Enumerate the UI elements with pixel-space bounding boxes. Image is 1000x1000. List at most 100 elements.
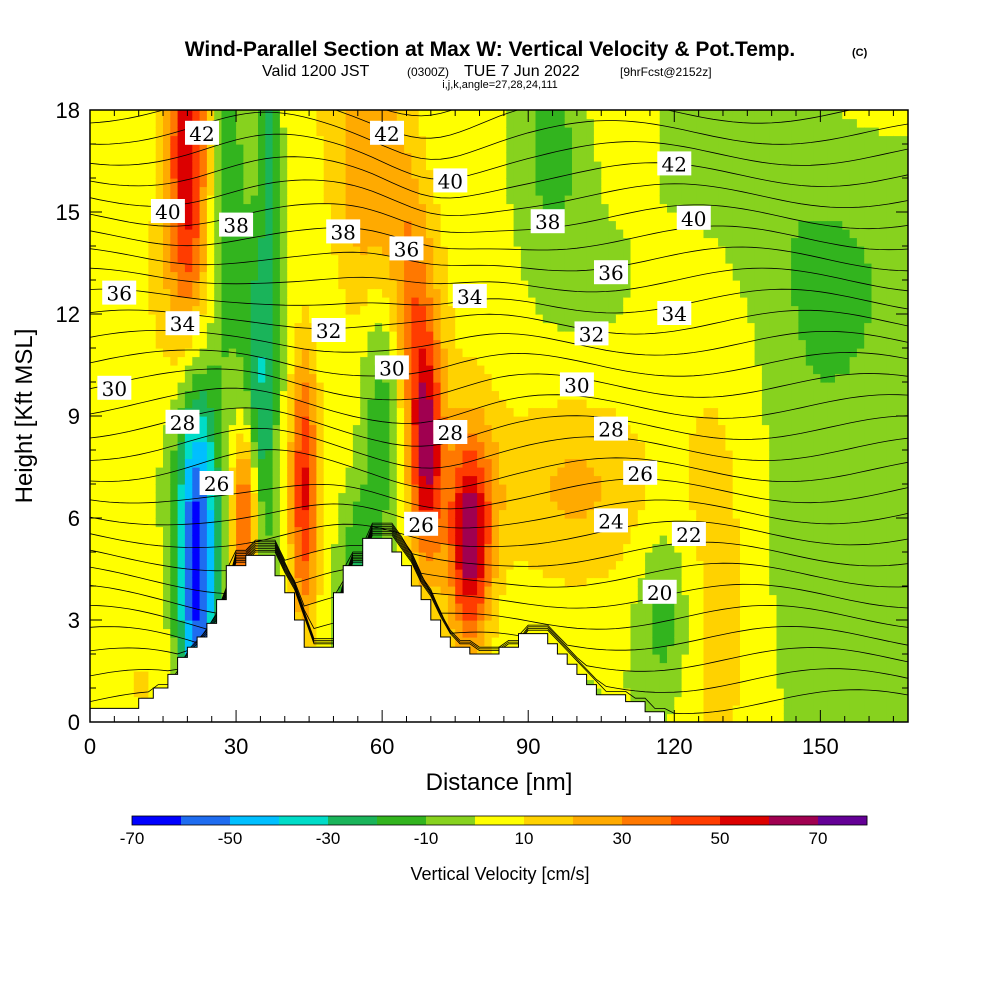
w-field-cell: [104, 407, 113, 417]
w-field-cell: [586, 586, 595, 596]
w-field-cell: [192, 152, 201, 162]
w-field-cell: [396, 467, 405, 477]
w-field-cell: [141, 586, 149, 596]
w-field-cell: [455, 246, 464, 256]
w-field-cell: [557, 348, 566, 358]
w-field-cell: [447, 297, 456, 307]
w-field-cell: [469, 407, 478, 417]
w-field-cell: [586, 475, 595, 485]
w-field-cell: [294, 118, 303, 128]
w-field-cell: [133, 552, 142, 562]
w-field-cell: [433, 118, 442, 128]
w-field-cell: [90, 220, 98, 230]
w-field-cell: [491, 577, 500, 587]
w-field-cell: [192, 603, 201, 613]
w-field-cell: [111, 492, 120, 502]
w-field-cell: [499, 611, 507, 621]
w-field-cell: [345, 305, 354, 315]
w-field-cell: [141, 535, 149, 545]
w-field-cell: [484, 263, 493, 273]
w-field-cell: [309, 339, 317, 349]
w-field-cell: [433, 254, 442, 264]
w-field-cell: [163, 501, 171, 511]
w-field-cell: [170, 518, 179, 528]
w-field-cell: [104, 152, 113, 162]
w-field-cell: [426, 237, 434, 247]
w-field-cell: [323, 152, 332, 162]
w-field-cell: [309, 586, 317, 596]
w-field-cell: [477, 560, 485, 570]
w-field-cell: [104, 611, 113, 621]
w-field-cell: [250, 475, 259, 485]
w-field-cell: [148, 331, 157, 341]
w-field-cell: [520, 178, 529, 188]
w-field-cell: [360, 484, 369, 494]
w-field-cell: [477, 271, 485, 281]
w-field-cell: [214, 526, 223, 536]
w-field-cell: [550, 569, 558, 579]
w-field-cell: [528, 373, 537, 383]
w-field-cell: [572, 280, 580, 290]
w-field-cell: [111, 263, 120, 273]
w-field-cell: [272, 560, 281, 570]
w-field-cell: [163, 161, 171, 171]
w-field-cell: [477, 178, 485, 188]
w-field-cell: [564, 569, 573, 579]
w-field-cell: [265, 212, 274, 222]
w-field-cell: [301, 620, 310, 630]
w-field-cell: [506, 552, 515, 562]
w-field-cell: [199, 560, 208, 570]
w-field-cell: [542, 492, 551, 502]
w-field-cell: [579, 203, 588, 213]
w-field-cell: [447, 229, 456, 239]
w-field-cell: [535, 475, 544, 485]
w-field-cell: [433, 288, 442, 298]
w-field-cell: [141, 127, 149, 137]
w-field-cell: [126, 220, 135, 230]
w-field-cell: [506, 212, 515, 222]
w-field-cell: [550, 535, 558, 545]
w-field-cell: [535, 594, 544, 604]
w-field-cell: [221, 577, 230, 587]
w-field-cell: [367, 509, 376, 519]
w-field-cell: [411, 390, 420, 400]
w-field-cell: [484, 169, 493, 179]
w-field-cell: [338, 263, 347, 273]
w-field-cell: [155, 280, 164, 290]
w-field-cell: [170, 110, 179, 120]
w-field-cell: [411, 263, 420, 273]
w-field-cell: [250, 237, 259, 247]
w-field-cell: [528, 399, 537, 409]
w-field-cell: [550, 237, 558, 247]
w-field-cell: [155, 246, 164, 256]
w-field-cell: [426, 280, 434, 290]
w-field-cell: [506, 484, 515, 494]
w-field-cell: [345, 458, 354, 468]
w-field-cell: [236, 441, 244, 451]
w-field-cell: [126, 586, 135, 596]
w-field-cell: [447, 254, 456, 264]
w-field-cell: [411, 135, 420, 145]
w-field-cell: [564, 509, 573, 519]
w-field-cell: [506, 331, 515, 341]
w-field-cell: [199, 569, 208, 579]
w-field-cell: [309, 492, 317, 502]
w-field-cell: [206, 416, 215, 426]
w-field-cell: [469, 586, 478, 596]
w-field-cell: [97, 424, 106, 434]
w-field-cell: [214, 297, 223, 307]
w-field-cell: [221, 416, 230, 426]
w-field-cell: [528, 195, 537, 205]
w-field-cell: [199, 535, 208, 545]
w-field-cell: [557, 467, 566, 477]
w-field-cell: [258, 271, 266, 281]
w-field-cell: [345, 526, 354, 536]
w-field-cell: [404, 484, 412, 494]
w-field-cell: [579, 237, 588, 247]
w-field-cell: [287, 518, 296, 528]
w-field-cell: [374, 254, 383, 264]
w-field-cell: [90, 458, 98, 468]
w-field-cell: [411, 203, 420, 213]
w-field-cell: [360, 407, 369, 417]
w-field-cell: [184, 475, 193, 485]
